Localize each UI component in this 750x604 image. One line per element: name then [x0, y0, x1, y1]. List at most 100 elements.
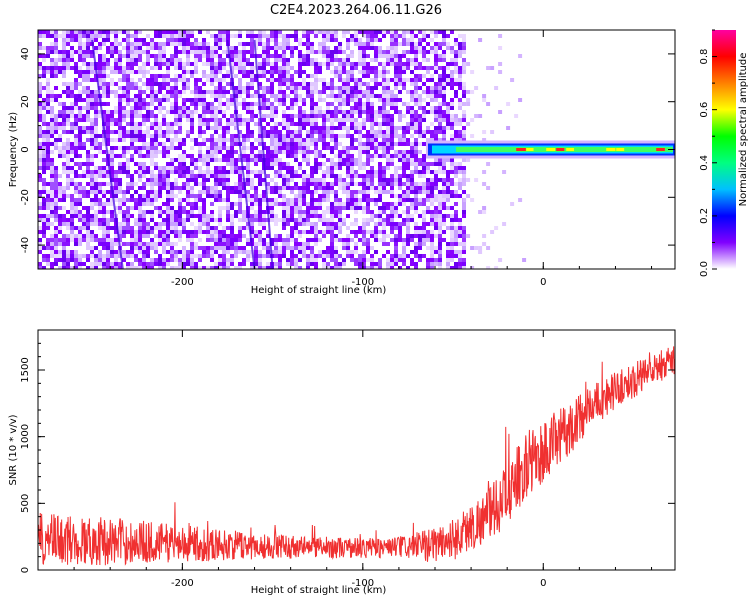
spectrogram-cell — [138, 166, 142, 170]
spectrogram-cell — [450, 30, 454, 34]
spectrogram-cell — [262, 118, 266, 122]
spectrogram-cell — [98, 46, 102, 50]
spectrogram-cell — [250, 78, 254, 82]
spectrogram-cell — [330, 62, 334, 66]
spectrogram-cell — [266, 102, 270, 106]
spectrogram-cell — [438, 42, 442, 46]
spectrogram-cell — [142, 198, 146, 202]
spectrogram-cell — [226, 226, 230, 230]
spectrogram-cell — [318, 178, 322, 182]
spectrogram-cell — [362, 34, 366, 38]
spectrogram-cell — [382, 154, 386, 158]
spectrogram-cell — [254, 254, 258, 258]
spectrogram-cell — [54, 238, 58, 242]
spectrogram-cell — [302, 42, 306, 46]
spectrogram-cell — [322, 90, 326, 94]
spectrogram-cell — [342, 186, 346, 190]
spectrogram-cell — [194, 94, 198, 98]
spectrogram-cell — [446, 126, 450, 130]
spectrogram-cell — [110, 138, 114, 142]
spectrogram-cell — [330, 254, 334, 258]
spectrogram-cell — [106, 94, 110, 98]
spectrogram-cell — [98, 182, 102, 186]
spectrogram-cell — [294, 202, 298, 206]
spectrogram-cell — [94, 90, 98, 94]
spectrogram-cell — [94, 210, 98, 214]
spectrogram-cell — [194, 262, 198, 266]
spectrogram-cell — [146, 262, 150, 266]
spectrogram-cell — [154, 262, 158, 266]
spectrogram-cell — [122, 78, 126, 82]
spectrogram-cell — [374, 266, 378, 269]
spectrogram-cell — [330, 102, 334, 106]
spectrogram-cell — [170, 102, 174, 106]
spectrogram-cell — [402, 166, 406, 170]
spectrogram-cell — [46, 146, 50, 150]
spectrogram-cell — [282, 134, 286, 138]
spectrogram-cell — [390, 202, 394, 206]
spectrogram-cell — [346, 150, 350, 154]
spectrogram-cell — [262, 226, 266, 230]
spectrogram-cell — [210, 246, 214, 250]
spectrogram-cell — [250, 62, 254, 66]
spectrogram-cell — [82, 30, 86, 34]
spectrogram-cell — [206, 118, 210, 122]
spectrogram-cell — [426, 266, 430, 269]
spectrogram-cell — [310, 250, 314, 254]
spectrogram-cell — [50, 166, 54, 170]
spectrogram-cell — [394, 206, 398, 210]
spectrogram-cell — [158, 234, 162, 238]
spectrogram-cell — [430, 94, 434, 98]
spectrogram-cell — [230, 238, 234, 242]
spectrogram-cell — [434, 82, 438, 86]
spectrogram-cell — [294, 198, 298, 202]
spectrogram-cell — [358, 138, 362, 142]
spectrogram-cell — [462, 170, 467, 174]
spectrogram-cell — [386, 222, 390, 226]
spectrogram-cell — [242, 234, 246, 238]
spectrogram-cell — [354, 162, 358, 166]
spectrogram-cell — [362, 262, 366, 266]
spectrogram-cell — [406, 138, 410, 142]
spectrogram-cell — [354, 206, 358, 210]
spectrogram-cell — [274, 66, 278, 70]
spectrogram-cell — [210, 154, 214, 158]
spectrogram-cell — [354, 234, 358, 238]
spectrogram-cell — [294, 170, 298, 174]
spectrogram-cell — [190, 90, 194, 94]
spectrogram-cell — [442, 102, 446, 106]
spectrogram-cell — [214, 242, 218, 246]
spectrogram-cell — [414, 66, 418, 70]
spectrogram-cell — [54, 74, 58, 78]
spectrogram-cell — [346, 82, 350, 86]
spectrogram-cell — [318, 238, 322, 242]
spectrogram-cell — [54, 42, 58, 46]
spectrogram-cell — [154, 126, 158, 130]
spectrogram-cell — [174, 90, 178, 94]
spectrogram-cell — [290, 54, 294, 58]
spectrogram-cell — [226, 118, 230, 122]
spectrogram-cell — [86, 234, 90, 238]
spectrogram-cell — [318, 166, 322, 170]
spectrogram-cell — [126, 82, 130, 86]
spectrogram-cell — [310, 262, 314, 266]
spectrogram-cell — [274, 150, 278, 154]
spectrogram-cell — [226, 262, 230, 266]
spectrogram-streak — [91, 39, 124, 269]
spectrogram-cell — [166, 198, 170, 202]
spectrogram-cell — [54, 218, 58, 222]
spectrogram-cell — [406, 66, 410, 70]
spectrogram-cell — [458, 166, 462, 170]
spectrogram-cell — [194, 90, 198, 94]
spectrogram-cell — [178, 198, 182, 202]
spectrogram-cell — [386, 126, 390, 130]
spectrogram-cell — [442, 86, 446, 90]
spectrogram-cell — [270, 190, 274, 194]
spectrogram-cell — [378, 178, 382, 182]
spectrogram-cell — [322, 214, 326, 218]
spectrogram-cell — [146, 242, 150, 246]
spectrogram-cell — [314, 30, 318, 34]
spectrogram-cell — [282, 198, 286, 202]
spectrogram-cell — [426, 246, 430, 250]
spectrogram-cell — [210, 218, 214, 222]
